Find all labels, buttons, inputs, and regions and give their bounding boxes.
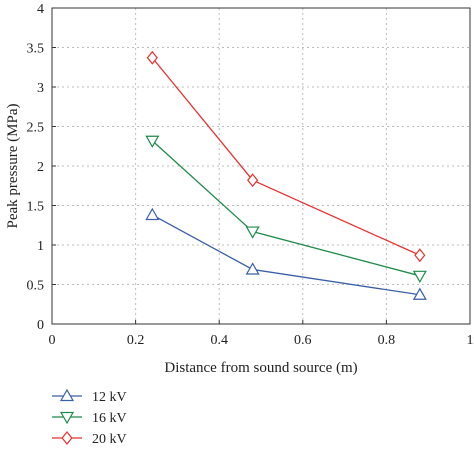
legend-marker <box>59 388 75 402</box>
data-point-16-kv <box>145 135 160 148</box>
legend: 12 kV 16 kV 20 kV <box>52 388 127 447</box>
data-point-12-kv <box>245 262 260 275</box>
series-12-kv <box>145 207 427 300</box>
y-tick-label: 3.5 <box>27 42 45 57</box>
series-16-kv <box>145 135 427 284</box>
legend-item-20-kv: 20 kV <box>52 431 127 447</box>
x-tick-label: 0.6 <box>294 333 312 348</box>
y-axis-label: Peak pressure (MPa) <box>5 104 21 229</box>
y-tick-label: 2 <box>37 160 44 175</box>
data-point-20-kv <box>414 248 426 263</box>
series-20-kv <box>146 50 426 263</box>
x-tick-label: 0 <box>49 333 56 348</box>
axis-ticks: 0 0.2 0.4 0.6 0.8 1 0 0.5 1 1.5 2 2.5 3 3.5 4 <box>27 2 474 348</box>
legend-marker <box>59 411 75 425</box>
data-point-12-kv <box>145 207 160 221</box>
data-point-16-kv <box>245 226 260 239</box>
grid-lines <box>52 8 470 324</box>
y-tick-label: 0 <box>37 318 44 333</box>
x-tick-label: 0.4 <box>210 333 228 348</box>
legend-item-16-kv: 16 kV <box>52 411 127 426</box>
data-point-20-kv <box>146 50 158 65</box>
y-tick-label: 1.5 <box>27 200 45 215</box>
legend-label: 16 kV <box>92 411 127 426</box>
x-tick-label: 0.2 <box>127 333 145 348</box>
y-tick-label: 1 <box>37 239 44 254</box>
series-line-16-kv <box>151 140 421 277</box>
y-tick-label: 0.5 <box>27 279 45 294</box>
legend-label: 12 kV <box>92 390 127 405</box>
y-tick-label: 4 <box>37 2 44 17</box>
y-tick-label: 2.5 <box>27 121 45 136</box>
data-point-16-kv <box>412 270 427 284</box>
series-group <box>145 50 427 300</box>
legend-item-12-kv: 12 kV <box>52 388 127 405</box>
y-tick-label: 3 <box>37 81 44 96</box>
legend-marker <box>61 431 73 445</box>
x-axis-label: Distance from sound source (m) <box>164 360 357 376</box>
x-tick-label: 1 <box>467 333 474 348</box>
data-point-12-kv <box>412 287 427 300</box>
x-tick-label: 0.8 <box>378 333 396 348</box>
data-point-20-kv <box>247 173 259 188</box>
series-line-12-kv <box>152 214 420 296</box>
legend-label: 20 kV <box>92 432 127 447</box>
